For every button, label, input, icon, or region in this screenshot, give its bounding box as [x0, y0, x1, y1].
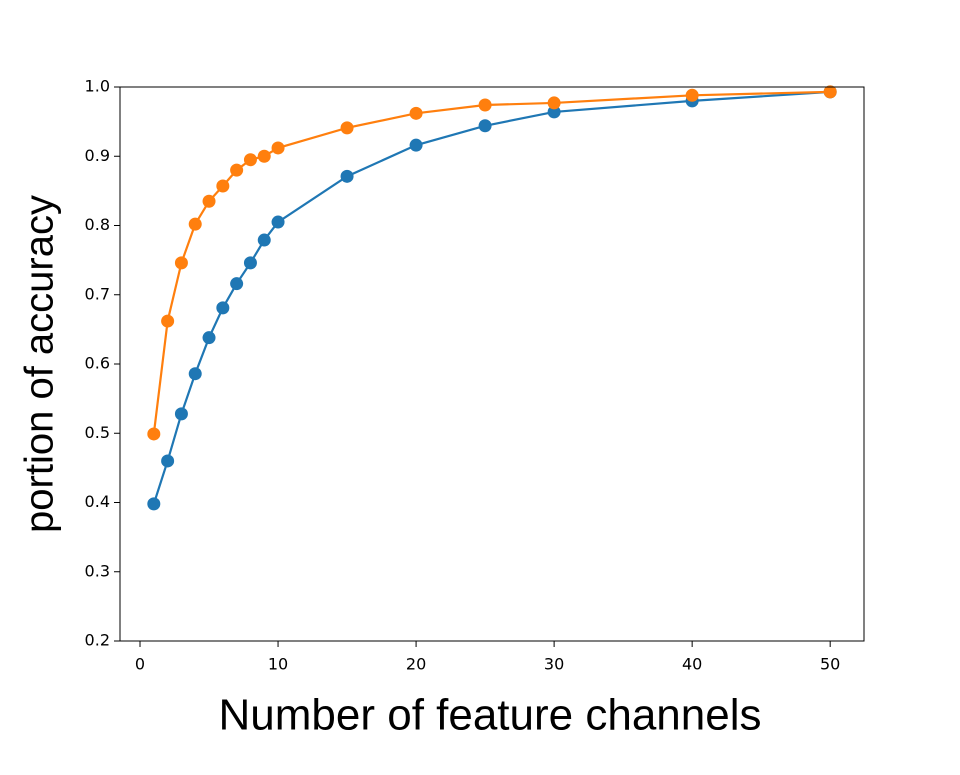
- point: [216, 179, 230, 193]
- y-axis-label: portion of accuracy: [18, 195, 62, 533]
- y-tick-label: 0.2: [85, 631, 110, 650]
- y-tick-label: 0.5: [85, 423, 110, 442]
- x-tick-label: 0: [135, 655, 145, 674]
- y-tick-label: 0.6: [85, 354, 110, 373]
- point: [547, 105, 561, 119]
- point: [409, 138, 423, 152]
- point: [243, 153, 257, 167]
- point: [202, 194, 216, 208]
- x-tick-label: 30: [544, 655, 564, 674]
- y-tick-label: 1.0: [85, 77, 110, 96]
- point: [161, 314, 175, 328]
- point: [202, 331, 216, 345]
- point: [340, 169, 354, 183]
- point: [271, 141, 285, 155]
- y-tick-label: 0.3: [85, 561, 110, 580]
- point: [161, 454, 175, 468]
- point: [409, 106, 423, 120]
- x-tick-label: 10: [268, 655, 288, 674]
- series-line: [152, 90, 831, 505]
- point: [685, 88, 699, 102]
- x-axis-label: Number of feature channels: [219, 691, 762, 740]
- point: [823, 85, 837, 99]
- y-tick-label: 0.4: [85, 492, 110, 511]
- point: [478, 119, 492, 133]
- x-tick-label: 20: [406, 655, 426, 674]
- point: [340, 121, 354, 135]
- point: [188, 217, 202, 231]
- point: [257, 149, 271, 163]
- point: [271, 215, 285, 229]
- plot-frame: [119, 86, 865, 642]
- point: [147, 497, 161, 511]
- point: [547, 96, 561, 110]
- point: [243, 256, 257, 270]
- point: [174, 256, 188, 270]
- series-line: [152, 90, 831, 435]
- point: [478, 98, 492, 112]
- x-tick-label: 50: [820, 655, 840, 674]
- point: [174, 407, 188, 421]
- y-tick-label: 0.8: [85, 215, 110, 234]
- y-tick-label: 0.9: [85, 146, 110, 165]
- point: [188, 367, 202, 381]
- point: [230, 277, 244, 291]
- point: [230, 163, 244, 177]
- y-tick-label: 0.7: [85, 284, 110, 303]
- x-tick-label: 40: [682, 655, 702, 674]
- point: [257, 233, 271, 247]
- point: [147, 427, 161, 441]
- point: [216, 301, 230, 315]
